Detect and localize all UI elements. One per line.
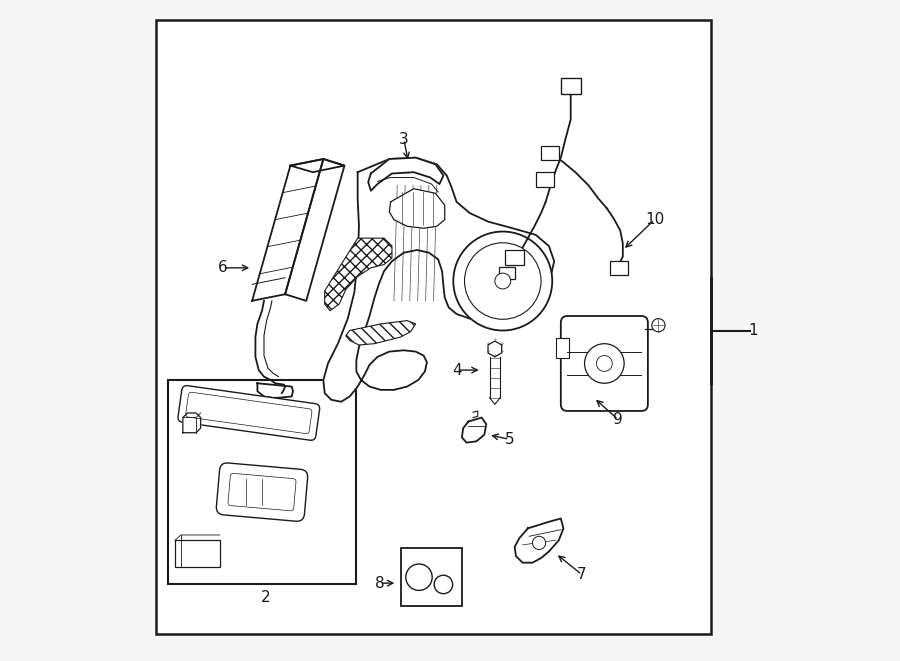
Circle shape xyxy=(585,344,624,383)
Text: 4: 4 xyxy=(452,363,462,377)
Polygon shape xyxy=(515,518,563,563)
Bar xyxy=(401,548,462,606)
Text: 10: 10 xyxy=(645,212,664,227)
Bar xyxy=(555,338,569,358)
Polygon shape xyxy=(183,413,201,433)
Circle shape xyxy=(454,231,553,330)
Bar xyxy=(536,173,554,186)
FancyBboxPatch shape xyxy=(185,392,312,434)
Bar xyxy=(175,540,220,566)
Polygon shape xyxy=(323,158,554,402)
Text: 2: 2 xyxy=(260,590,270,605)
Text: 7: 7 xyxy=(577,567,587,582)
FancyBboxPatch shape xyxy=(178,385,320,440)
Polygon shape xyxy=(268,400,284,408)
Text: 3: 3 xyxy=(399,132,409,147)
Bar xyxy=(561,78,581,95)
Text: 6: 6 xyxy=(218,260,228,276)
Text: 5: 5 xyxy=(505,432,514,447)
Circle shape xyxy=(434,575,453,594)
Text: 8: 8 xyxy=(374,576,384,591)
FancyBboxPatch shape xyxy=(228,473,296,511)
Polygon shape xyxy=(325,238,392,311)
Polygon shape xyxy=(368,158,444,190)
Polygon shape xyxy=(291,159,345,173)
Bar xyxy=(167,380,356,584)
Bar xyxy=(506,250,524,264)
Bar xyxy=(609,260,628,275)
Circle shape xyxy=(533,536,545,549)
FancyBboxPatch shape xyxy=(216,463,308,522)
Polygon shape xyxy=(252,159,323,301)
Bar xyxy=(541,146,560,161)
Circle shape xyxy=(406,564,432,590)
Polygon shape xyxy=(346,321,416,345)
Circle shape xyxy=(597,356,612,371)
Polygon shape xyxy=(285,159,345,301)
Circle shape xyxy=(495,273,510,289)
Circle shape xyxy=(652,319,665,332)
FancyBboxPatch shape xyxy=(561,316,648,411)
Polygon shape xyxy=(390,188,445,228)
Polygon shape xyxy=(462,418,486,443)
Text: 9: 9 xyxy=(613,412,623,427)
Bar xyxy=(500,267,516,279)
Text: 1: 1 xyxy=(749,323,758,338)
Circle shape xyxy=(464,243,541,319)
Polygon shape xyxy=(257,383,293,398)
Bar xyxy=(157,20,710,634)
